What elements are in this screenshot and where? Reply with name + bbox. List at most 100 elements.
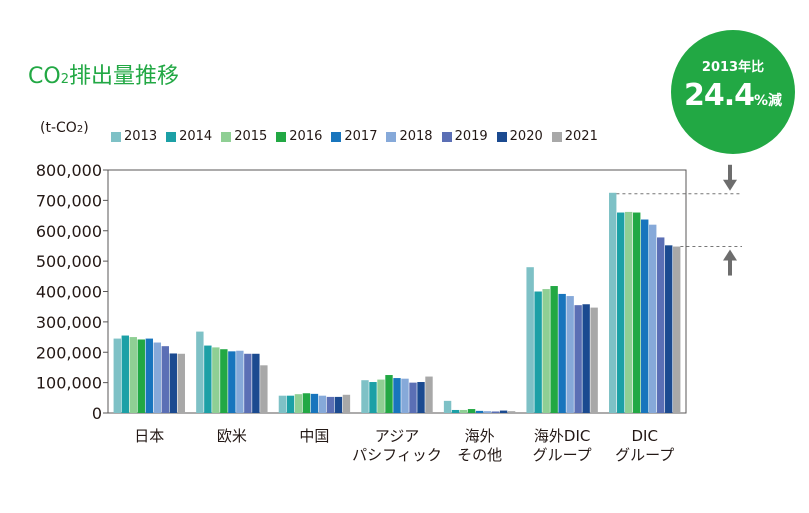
bar-2021-6 (673, 246, 681, 413)
badge-number: 24.4 (683, 78, 755, 113)
bar-2015-5 (542, 289, 550, 413)
category-label: 海外 (465, 427, 495, 445)
category-label: その他 (457, 446, 502, 464)
bar-2013-1 (196, 331, 204, 413)
bar-2014-5 (534, 291, 542, 413)
bar-2021-2 (342, 394, 351, 413)
legend-label: 2014 (179, 129, 213, 144)
bar-2013-6 (609, 192, 617, 413)
y-tick-label: 600,000 (36, 222, 102, 241)
legend-swatch (166, 131, 177, 142)
bar-2017-4 (475, 410, 484, 413)
bar-2013-5 (526, 267, 534, 413)
bar-2019-4 (491, 411, 500, 413)
down-arrow-head (723, 179, 737, 191)
bar-2015-6 (625, 211, 633, 413)
bar-2017-2 (310, 393, 319, 413)
y-tick-label: 800,000 (36, 161, 102, 180)
reduction-badge: 2013年比 24.4%減 (671, 30, 795, 154)
bar-2018-6 (649, 224, 657, 413)
bar-2013-2 (278, 395, 287, 413)
bar-2019-6 (657, 237, 665, 413)
legend-label: 2016 (289, 129, 323, 144)
category-label: アジア (375, 427, 419, 445)
category-label: 中国 (299, 427, 329, 445)
bar-2015-3 (377, 379, 385, 413)
unit-label: (t-CO2) (40, 120, 89, 136)
category-label: 日本 (134, 427, 164, 445)
bar-2021-4 (507, 411, 516, 413)
bar-2015-1 (212, 347, 220, 413)
up-arrow-head (723, 249, 737, 261)
y-tick-label: 700,000 (36, 191, 102, 210)
category-label: グループ (615, 446, 674, 464)
y-tick-label: 200,000 (36, 343, 102, 362)
bar-2019-3 (409, 382, 417, 413)
legend-label: 2021 (564, 129, 598, 144)
bar-2017-6 (641, 219, 649, 413)
bar-2021-1 (260, 365, 268, 413)
bar-2015-2 (294, 394, 303, 413)
legend-swatch (331, 131, 342, 142)
up-arrow-shaft (728, 259, 732, 276)
legend-item-2021: 2021 (551, 129, 598, 144)
legend-label: 2019 (454, 129, 488, 144)
legend-label: 2013 (124, 129, 158, 144)
legend: 2013 2014 2015 2016 2017 2018 2019 2020 2021 (111, 129, 607, 144)
chart-title: CO2排出量推移 (28, 58, 179, 90)
bar-2013-0 (113, 338, 121, 413)
unit-subscript: 2 (76, 124, 84, 135)
bar-2016-5 (550, 286, 558, 413)
bar-2020-1 (252, 353, 260, 413)
chart-title-rest: 排出量推移 (68, 64, 179, 89)
plot-frame (107, 169, 687, 414)
bar-2018-3 (401, 378, 409, 413)
chart-title-subscript: 2 (60, 72, 69, 87)
badge-suffix: 減 (768, 93, 783, 109)
bar-2017-3 (393, 378, 401, 413)
bar-2017-5 (558, 293, 566, 413)
legend-item-2019: 2019 (441, 129, 488, 144)
bar-2014-3 (369, 382, 377, 413)
bar-2013-3 (361, 380, 369, 413)
y-tick-label: 500,000 (36, 252, 102, 271)
legend-swatch (221, 131, 232, 142)
bar-2018-1 (236, 350, 244, 413)
badge-percent: % (754, 93, 769, 109)
y-tick-label: 0 (92, 404, 102, 423)
bar-2016-0 (137, 339, 145, 413)
bar-2020-3 (417, 382, 425, 413)
legend-item-2013: 2013 (111, 129, 157, 144)
legend-item-2014: 2014 (166, 129, 212, 144)
legend-item-2018: 2018 (386, 129, 433, 144)
bar-2020-2 (334, 396, 343, 413)
legend-label: 2017 (344, 129, 378, 144)
legend-label: 2020 (509, 129, 543, 144)
legend-swatch (111, 131, 121, 142)
legend-item-2016: 2016 (276, 129, 322, 144)
legend-label: 2015 (234, 129, 268, 144)
bar-2019-1 (244, 353, 252, 413)
bar-2014-0 (121, 335, 129, 413)
legend-swatch (386, 131, 397, 142)
bar-2014-4 (451, 409, 460, 413)
badge-value: 24.4%減 (671, 78, 795, 113)
category-label: DIC (631, 427, 657, 445)
bar-2019-0 (161, 346, 169, 413)
bar-2014-1 (204, 345, 212, 413)
legend-label: 2018 (399, 129, 433, 144)
badge-year-label: 2013年比 (701, 60, 765, 75)
legend-item-2017: 2017 (331, 129, 377, 144)
bar-2020-4 (499, 410, 508, 413)
bar-2021-5 (590, 307, 598, 413)
bar-2016-6 (633, 212, 641, 413)
bar-2014-2 (286, 395, 295, 413)
category-label: パシフィック (352, 446, 442, 464)
bar-2021-3 (425, 376, 433, 413)
bar-2013-4 (443, 400, 452, 413)
bar-2016-3 (385, 375, 393, 413)
legend-swatch (441, 131, 452, 142)
y-tick-label: 400,000 (36, 283, 102, 302)
bar-2017-0 (145, 338, 153, 413)
